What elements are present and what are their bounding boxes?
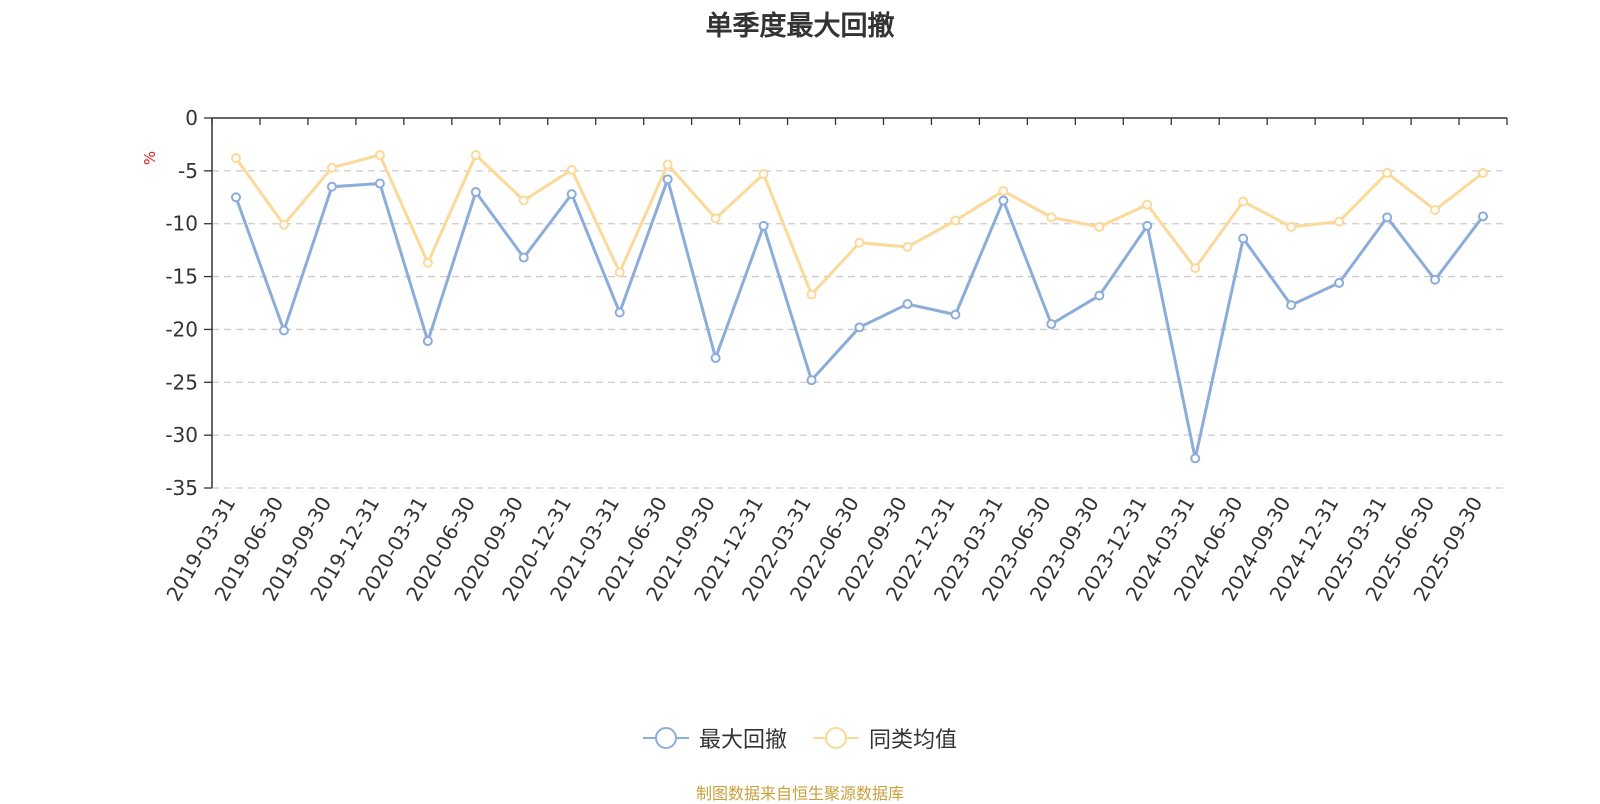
data-point xyxy=(662,159,673,170)
data-point xyxy=(230,192,241,203)
data-point xyxy=(1190,453,1201,464)
data-point xyxy=(1334,277,1345,288)
source-note: 制图数据来自恒生聚源数据库 xyxy=(695,784,904,803)
data-point xyxy=(326,181,337,192)
data-point xyxy=(1094,290,1105,301)
data-point xyxy=(614,267,625,278)
data-point xyxy=(566,189,577,200)
y-tick-label: -35 xyxy=(165,476,198,500)
data-point xyxy=(998,195,1009,206)
data-point xyxy=(1094,221,1105,232)
series-line xyxy=(234,153,1484,297)
data-point xyxy=(902,299,913,310)
series-lines xyxy=(230,150,1489,464)
data-point xyxy=(518,252,529,263)
data-point xyxy=(662,174,673,185)
data-point xyxy=(950,309,961,320)
data-point xyxy=(518,195,529,206)
data-point xyxy=(1382,212,1393,223)
legend-label: 同类均值 xyxy=(869,728,958,753)
data-point xyxy=(998,185,1009,196)
data-point xyxy=(806,375,817,386)
data-point xyxy=(470,150,481,160)
data-point xyxy=(1286,300,1297,311)
data-point xyxy=(1478,211,1489,222)
data-point xyxy=(374,150,385,160)
data-point xyxy=(422,257,433,268)
y-tick-label: 0 xyxy=(185,106,198,130)
data-point xyxy=(1046,319,1057,330)
data-point xyxy=(374,178,385,189)
data-point xyxy=(1334,216,1345,227)
data-point xyxy=(1190,263,1201,274)
legend-marker-icon xyxy=(813,727,859,749)
y-tick-label: -10 xyxy=(165,212,198,236)
legend-item[interactable]: 最大回撤 xyxy=(642,722,787,754)
y-tick-label: -20 xyxy=(165,317,198,341)
series-line xyxy=(234,177,1485,460)
data-point xyxy=(1382,167,1393,178)
data-point xyxy=(1286,221,1297,232)
data-point xyxy=(326,162,337,173)
data-point xyxy=(710,352,721,363)
y-tick-label: -15 xyxy=(165,265,198,289)
data-point xyxy=(854,237,865,248)
data-point xyxy=(470,187,481,197)
data-point xyxy=(1046,212,1057,223)
data-point xyxy=(1430,204,1441,215)
y-tick-label: -5 xyxy=(178,159,198,183)
data-point xyxy=(566,164,577,175)
data-point xyxy=(278,325,289,336)
data-point xyxy=(710,213,721,224)
data-point xyxy=(1142,220,1153,231)
y-tick-label: -30 xyxy=(165,423,198,447)
data-point xyxy=(422,336,433,347)
data-point xyxy=(1478,167,1489,178)
legend-label: 最大回撤 xyxy=(698,728,787,753)
y-axis-label: % xyxy=(141,151,159,165)
tick-labels: 0-5-10-15-20-25-30-352019-03-312019-06-3… xyxy=(141,106,1487,605)
legend-marker-icon xyxy=(642,727,689,749)
data-point xyxy=(1142,199,1153,210)
data-point xyxy=(230,153,241,164)
legend-item[interactable]: 同类均值 xyxy=(813,722,957,754)
legend: 最大回撤 同类均值 xyxy=(0,722,1600,754)
data-point xyxy=(614,307,625,318)
data-point xyxy=(806,289,817,300)
data-point xyxy=(1238,196,1249,207)
y-tick-label: -25 xyxy=(165,370,198,394)
data-point xyxy=(902,241,913,252)
data-point xyxy=(758,169,769,180)
data-point xyxy=(950,215,961,226)
data-point xyxy=(854,322,865,333)
data-point xyxy=(1238,233,1249,244)
axes xyxy=(204,117,1508,489)
data-point xyxy=(278,219,289,230)
data-point xyxy=(758,220,769,231)
chart-title: 单季度最大回撤 xyxy=(705,11,895,42)
data-point xyxy=(1430,274,1441,285)
